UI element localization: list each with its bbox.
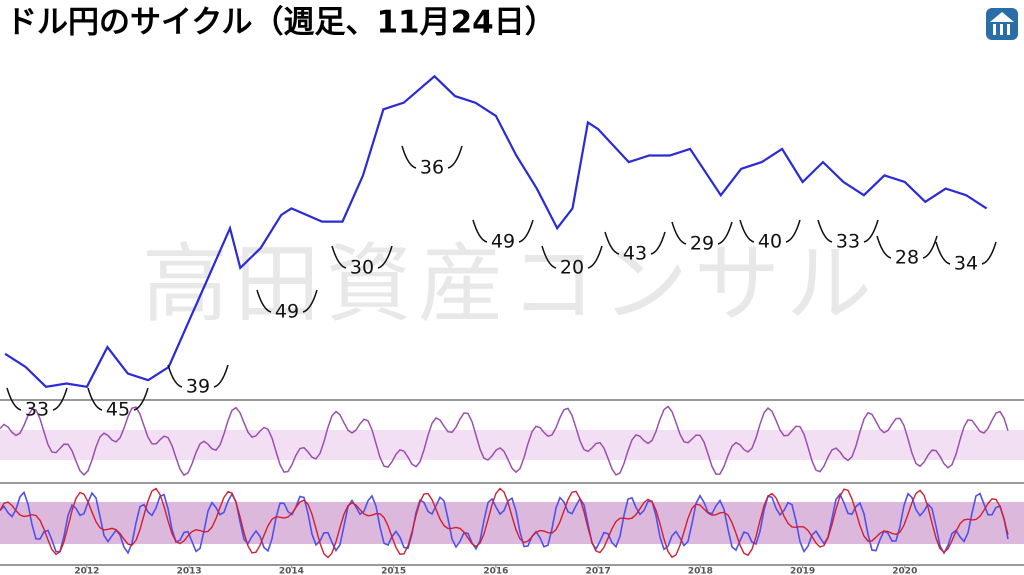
cycle-bracket: [377, 245, 393, 269]
cycle-bracket: [876, 235, 892, 259]
cycle-bracket: [587, 245, 603, 269]
cycle-label: 40: [758, 231, 782, 253]
stoch-band: [0, 502, 1024, 544]
cycle-label: 45: [106, 399, 130, 421]
x-tick-label: 2013: [177, 567, 202, 575]
cycle-bracket: [167, 364, 183, 388]
cycle-bracket: [87, 387, 103, 411]
logo: [986, 8, 1018, 40]
cycle-bracket: [671, 221, 687, 245]
cycle-label: 20: [560, 257, 584, 279]
x-tick-label: 2017: [586, 567, 611, 575]
cycle-bracket: [6, 387, 22, 411]
x-tick-label: 2012: [74, 567, 99, 575]
cycle-bracket: [604, 231, 620, 255]
cycle-label: 29: [690, 233, 714, 255]
x-tick-label: 2018: [688, 567, 713, 575]
cycle-bracket: [717, 221, 733, 245]
cycle-bracket: [785, 219, 801, 243]
cycle-label: 49: [275, 301, 299, 323]
x-tick-label: 2014: [279, 567, 304, 575]
cycle-bracket: [739, 219, 755, 243]
chart-title: ドル円のサイクル（週足、11月24日）: [6, 5, 556, 41]
rsi-band: [0, 430, 1024, 460]
cycle-label: 28: [895, 247, 919, 269]
cycle-bracket: [863, 219, 879, 243]
oscillator-line: [0, 405, 1009, 477]
oscillator-line: [0, 490, 1009, 555]
cycle-bracket: [331, 245, 347, 269]
cycle-bracket: [256, 289, 272, 313]
cycle-bracket: [401, 145, 417, 169]
cycle-bracket: [213, 364, 229, 388]
watermark: 高田資産コンサル: [142, 234, 878, 334]
cycle-bracket: [650, 231, 666, 255]
oscillator-line: [0, 487, 1009, 559]
cycle-bracket: [981, 241, 997, 265]
x-tick-label: 2019: [790, 567, 815, 575]
cycle-bracket: [302, 289, 318, 313]
cycle-bracket: [52, 387, 68, 411]
cycle-label: 43: [623, 243, 647, 265]
cycle-bracket: [935, 241, 951, 265]
cycle-label: 30: [350, 257, 374, 279]
cycle-label: 33: [25, 399, 49, 421]
cycle-label: 33: [836, 231, 860, 253]
cycle-bracket: [133, 387, 149, 411]
cycle-bracket: [447, 145, 463, 169]
cycle-bracket: [472, 219, 488, 243]
cycle-bracket: [518, 219, 534, 243]
cycle-bracket: [817, 219, 833, 243]
cycle-label: 36: [420, 157, 444, 179]
cycle-label: 49: [491, 231, 515, 253]
x-tick-label: 2016: [483, 567, 508, 575]
x-tick-label: 2015: [381, 567, 406, 575]
x-tick-label: 2020: [892, 567, 917, 575]
cycle-label: 34: [954, 253, 978, 275]
cycle-label: 39: [186, 376, 210, 398]
cycle-bracket: [541, 245, 557, 269]
cycle-bracket: [922, 235, 938, 259]
